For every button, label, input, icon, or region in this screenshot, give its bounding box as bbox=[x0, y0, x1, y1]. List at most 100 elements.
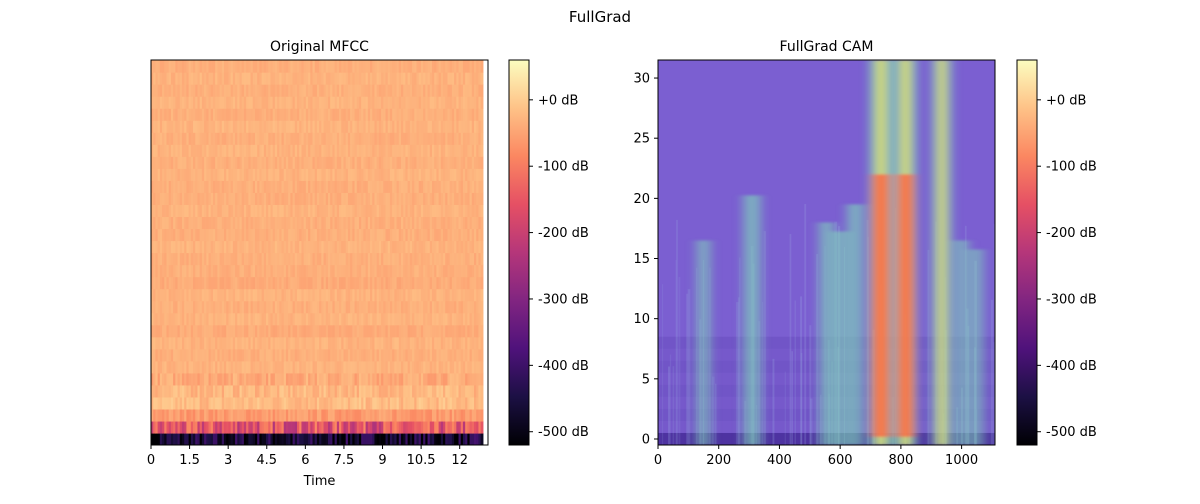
mfcc-cell bbox=[394, 180, 398, 193]
mfcc-x-tick-label: 6 bbox=[301, 453, 309, 468]
mfcc-cell bbox=[367, 228, 371, 242]
mfcc-cell bbox=[279, 60, 283, 73]
mfcc-cell bbox=[219, 60, 223, 73]
mfcc-cell bbox=[332, 432, 336, 445]
mfcc-cell bbox=[177, 60, 181, 73]
mfcc-cell bbox=[294, 264, 298, 278]
mfcc-cell bbox=[155, 312, 159, 326]
mfcc-cell bbox=[361, 204, 364, 218]
mfcc-cell bbox=[438, 312, 442, 326]
mfcc-cell bbox=[272, 60, 276, 73]
mfcc-cell bbox=[266, 384, 269, 398]
mfcc-cell bbox=[217, 156, 221, 169]
mfcc-cell bbox=[443, 288, 446, 302]
mfcc-cell bbox=[401, 312, 404, 326]
mfcc-cell bbox=[294, 108, 298, 121]
mfcc-cell bbox=[334, 276, 338, 290]
mfcc-cell bbox=[330, 336, 334, 350]
mfcc-cell bbox=[239, 312, 243, 326]
mfcc-cell bbox=[436, 180, 440, 193]
mfcc-cell bbox=[451, 216, 455, 230]
mfcc-cell bbox=[321, 432, 325, 445]
mfcc-cell bbox=[243, 180, 247, 193]
mfcc-cell bbox=[376, 168, 380, 181]
mfcc-cell bbox=[285, 300, 289, 314]
mfcc-cell bbox=[314, 300, 318, 314]
mfcc-cell bbox=[387, 60, 391, 73]
mfcc-cell bbox=[228, 336, 232, 350]
cam-texture-streak bbox=[990, 299, 994, 445]
mfcc-cell bbox=[378, 300, 382, 314]
mfcc-cell bbox=[327, 228, 331, 242]
mfcc-cell bbox=[221, 120, 225, 133]
mfcc-cell bbox=[206, 192, 210, 205]
mfcc-cell bbox=[376, 72, 380, 85]
mfcc-cell bbox=[274, 132, 278, 145]
mfcc-cell bbox=[431, 384, 435, 398]
mfcc-cell bbox=[478, 408, 482, 422]
mfcc-cell bbox=[173, 132, 176, 145]
mfcc-cell bbox=[456, 228, 460, 242]
mfcc-cell bbox=[153, 288, 157, 302]
mfcc-cell bbox=[336, 348, 340, 362]
mfcc-cell bbox=[201, 420, 205, 434]
mfcc-cell bbox=[462, 156, 466, 169]
mfcc-cell bbox=[412, 372, 415, 386]
mfcc-cell bbox=[292, 408, 296, 422]
mfcc-cell bbox=[356, 324, 360, 338]
mfcc-cell bbox=[365, 84, 369, 97]
mfcc-cell bbox=[436, 288, 440, 302]
mfcc-cell bbox=[471, 144, 475, 157]
mfcc-cell bbox=[321, 264, 325, 278]
mfcc-cell bbox=[224, 96, 227, 109]
mfcc-cell bbox=[210, 348, 214, 362]
mfcc-cell bbox=[173, 420, 176, 434]
mfcc-cell bbox=[224, 108, 227, 121]
mfcc-cell bbox=[230, 396, 234, 410]
mfcc-cell bbox=[181, 204, 185, 218]
mfcc-cell bbox=[332, 420, 336, 434]
mfcc-cell bbox=[294, 120, 298, 133]
mfcc-cell bbox=[336, 84, 340, 97]
mfcc-cell bbox=[361, 300, 364, 314]
cam-y-tick-label: 0 bbox=[642, 432, 650, 447]
mfcc-cell bbox=[283, 300, 287, 314]
mfcc-cell bbox=[173, 264, 176, 278]
mfcc-cell bbox=[243, 288, 247, 302]
mfcc-cell bbox=[374, 408, 378, 422]
colorbar-tick-label: -400 dB bbox=[538, 359, 589, 374]
mfcc-cell bbox=[341, 324, 345, 338]
mfcc-cell bbox=[281, 408, 285, 422]
mfcc-cell bbox=[195, 144, 199, 157]
mfcc-cell bbox=[316, 252, 320, 266]
mfcc-cell bbox=[237, 360, 241, 374]
mfcc-cell bbox=[392, 72, 395, 85]
mfcc-cell bbox=[341, 276, 345, 290]
mfcc-cell bbox=[480, 384, 484, 398]
mfcc-cell bbox=[336, 144, 340, 157]
mfcc-cell bbox=[263, 132, 267, 145]
mfcc-cell bbox=[350, 216, 353, 230]
mfcc-cell bbox=[385, 420, 389, 434]
mfcc-cell bbox=[301, 240, 305, 254]
mfcc-cell bbox=[246, 180, 249, 193]
cam-axes-frame bbox=[657, 59, 996, 446]
mfcc-cell bbox=[471, 312, 475, 326]
mfcc-cell bbox=[285, 408, 289, 422]
mfcc-cell bbox=[208, 384, 212, 398]
mfcc-cell bbox=[212, 300, 216, 314]
mfcc-cell bbox=[438, 276, 442, 290]
cam-texture-streak bbox=[866, 219, 869, 445]
mfcc-cell bbox=[177, 216, 181, 230]
mfcc-cell bbox=[365, 432, 369, 445]
mfcc-cell bbox=[266, 300, 269, 314]
mfcc-cell bbox=[195, 420, 199, 434]
mfcc-cell bbox=[252, 432, 256, 445]
mfcc-cell bbox=[412, 132, 415, 145]
mfcc-cell bbox=[440, 432, 444, 445]
mfcc-cell bbox=[292, 288, 296, 302]
mfcc-cell bbox=[392, 144, 395, 157]
mfcc-cell bbox=[177, 264, 181, 278]
mfcc-cell bbox=[199, 432, 203, 445]
mfcc-cell bbox=[224, 408, 227, 422]
